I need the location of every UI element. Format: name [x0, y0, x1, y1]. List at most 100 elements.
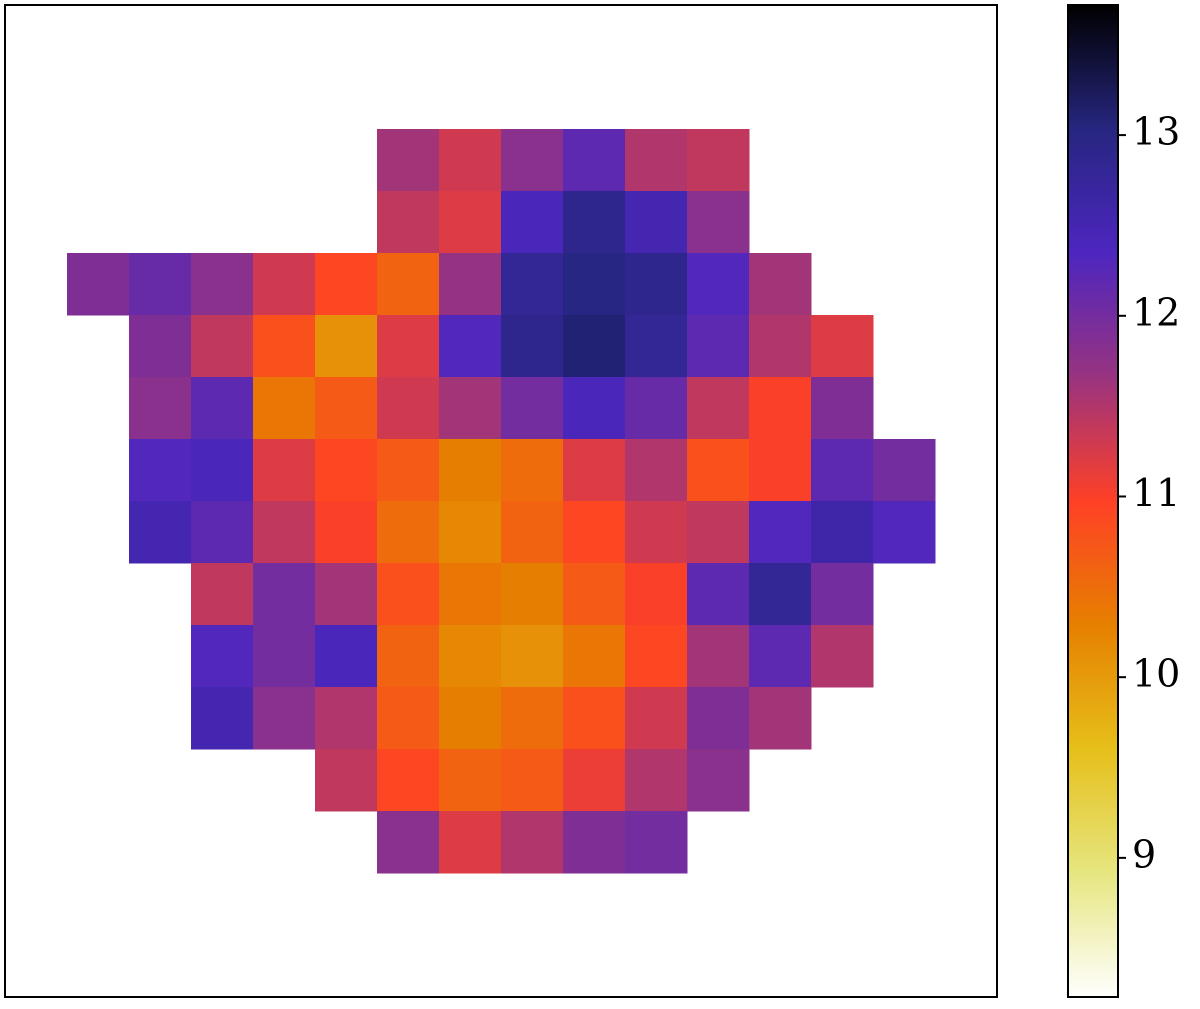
heatmap-cell	[191, 439, 254, 502]
heatmap-cell	[563, 811, 626, 874]
heatmap-cell	[501, 625, 564, 688]
heatmap-cell	[501, 811, 564, 874]
heatmap-cell	[501, 129, 564, 192]
heatmap-cell	[67, 253, 130, 316]
heatmap-cell	[191, 687, 254, 750]
heatmap-cell	[253, 563, 316, 626]
heatmap-cell	[749, 315, 812, 378]
heatmap-cell	[687, 563, 750, 626]
heatmap-cell	[873, 501, 936, 564]
heatmap-cell	[377, 563, 440, 626]
axes-frame	[4, 4, 998, 998]
heatmap-cell	[377, 625, 440, 688]
heatmap-cell	[377, 439, 440, 502]
heatmap-cell	[191, 315, 254, 378]
heatmap-cell	[439, 687, 502, 750]
heatmap-cell	[377, 129, 440, 192]
heatmap-cell	[439, 625, 502, 688]
heatmap-cell	[501, 749, 564, 812]
heatmap-cell	[253, 687, 316, 750]
heatmap-cell	[377, 191, 440, 254]
heatmap-cell	[439, 191, 502, 254]
heatmap-cell	[811, 439, 874, 502]
heatmap-cell	[129, 315, 192, 378]
heatmap-cell	[191, 377, 254, 440]
heatmap-cell	[501, 563, 564, 626]
heatmap-cell	[439, 749, 502, 812]
heatmap-cell	[129, 439, 192, 502]
heatmap-cell	[625, 439, 688, 502]
heatmap-cell	[253, 253, 316, 316]
heatmap-cell	[749, 687, 812, 750]
heatmap-cell	[563, 687, 626, 750]
heatmap-cell	[315, 563, 378, 626]
heatmap-cell	[811, 315, 874, 378]
heatmap-cell	[501, 253, 564, 316]
colorbar-tick-label: 10	[1132, 652, 1180, 696]
heatmap-cell	[377, 749, 440, 812]
heatmap-cell	[253, 439, 316, 502]
heatmap-cell	[811, 377, 874, 440]
heatmap-cell	[749, 439, 812, 502]
heatmap-cell	[687, 191, 750, 254]
heatmap-cell	[315, 315, 378, 378]
heatmap-cell	[377, 811, 440, 874]
heatmap-cell	[625, 563, 688, 626]
heatmap-cell	[749, 501, 812, 564]
heatmap-cell	[129, 501, 192, 564]
heatmap-cell	[191, 501, 254, 564]
heatmap-cell	[687, 253, 750, 316]
heatmap-cell	[501, 501, 564, 564]
heatmap-cell	[687, 439, 750, 502]
heatmap-cell	[501, 377, 564, 440]
heatmap-cell	[563, 625, 626, 688]
heatmap-cell	[811, 501, 874, 564]
heatmap-cell	[873, 439, 936, 502]
heatmap-cell	[687, 315, 750, 378]
heatmap-cell	[687, 377, 750, 440]
heatmap-cell	[625, 253, 688, 316]
heatmap-cell	[501, 687, 564, 750]
heatmap-cell	[377, 377, 440, 440]
heatmap-cell	[315, 687, 378, 750]
heatmap-cell	[687, 749, 750, 812]
heatmap-cell	[253, 625, 316, 688]
heatmap-cell	[811, 563, 874, 626]
heatmap-cell	[439, 501, 502, 564]
heatmap-cell	[129, 377, 192, 440]
heatmap-cell	[377, 253, 440, 316]
heatmap-cell	[687, 687, 750, 750]
heatmap-cell	[191, 625, 254, 688]
heatmap-cell	[315, 439, 378, 502]
heatmap-cell	[563, 315, 626, 378]
heatmap-cell	[749, 625, 812, 688]
heatmap-cell	[253, 377, 316, 440]
colorbar-tick-label: 13	[1132, 110, 1180, 154]
heatmap-cell	[625, 625, 688, 688]
heatmap-cell	[377, 687, 440, 750]
heatmap-cell	[563, 377, 626, 440]
heatmap-cell	[563, 439, 626, 502]
heatmap-cell	[625, 129, 688, 192]
heatmap-cell	[315, 749, 378, 812]
heatmap-cell	[563, 191, 626, 254]
heatmap-cell	[315, 377, 378, 440]
heatmap-cell	[439, 253, 502, 316]
heatmap-cell	[563, 501, 626, 564]
heatmap-cell	[439, 439, 502, 502]
colorbar-tick-label: 12	[1132, 290, 1180, 334]
heatmap-cell	[687, 501, 750, 564]
heatmap-cell	[563, 563, 626, 626]
heatmap-cell	[749, 563, 812, 626]
heatmap-cell	[315, 253, 378, 316]
heatmap-cell	[129, 253, 192, 316]
heatmap-cell	[625, 687, 688, 750]
heatmap-cell	[191, 253, 254, 316]
heatmap-cell	[625, 315, 688, 378]
heatmap-cell	[563, 129, 626, 192]
heatmap-cell	[563, 749, 626, 812]
heatmap-cell	[625, 501, 688, 564]
heatmap-cell	[625, 811, 688, 874]
colorbar	[1067, 4, 1119, 998]
